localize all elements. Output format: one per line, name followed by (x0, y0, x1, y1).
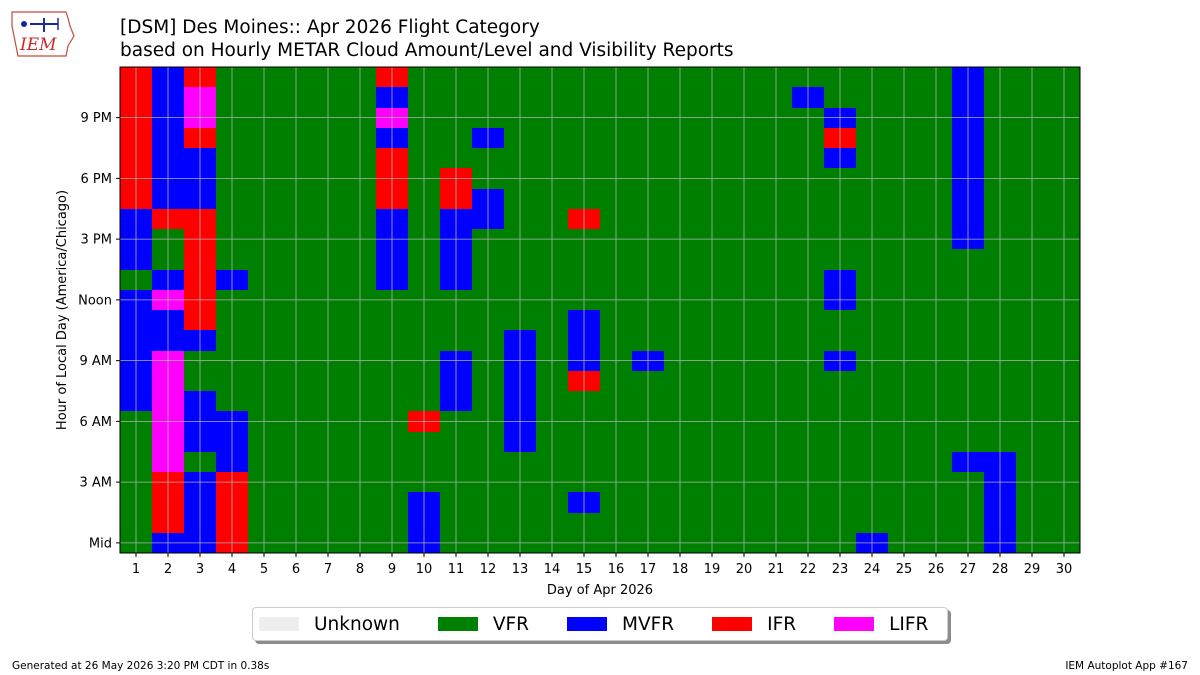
x-tick-label: 14 (544, 562, 561, 577)
x-tick-label: 2 (164, 562, 172, 577)
legend-item-unknown: Unknown (259, 614, 400, 635)
x-tick-label: 24 (864, 562, 881, 577)
legend-label-vfr: VFR (492, 613, 530, 635)
y-tick-label: 3 PM (81, 233, 112, 248)
x-tick-label: 3 (196, 562, 204, 577)
x-tick-label: 9 (388, 562, 396, 577)
x-tick-label: 6 (292, 562, 300, 577)
logo-text: IEM (19, 35, 57, 55)
y-tick-label: Noon (78, 293, 112, 308)
x-axis-label: Day of Apr 2026 (547, 583, 653, 598)
legend: Unknown VFR MVFR IFR LIFR (252, 607, 948, 641)
x-tick-label: 5 (260, 562, 268, 577)
legend-swatch-vfr (437, 617, 478, 631)
x-tick-label: 4 (228, 562, 236, 577)
x-tick-label: 17 (640, 562, 657, 577)
chart-title: [DSM] Des Moines:: Apr 2026 Flight Categ… (120, 17, 540, 38)
chart-subtitle: based on Hourly METAR Cloud Amount/Level… (120, 40, 734, 61)
legend-item-mvfr: MVFR (567, 614, 674, 635)
x-tick-label: 28 (992, 562, 1009, 577)
legend-swatch-unknown (259, 617, 299, 631)
x-tick-label: 7 (324, 562, 332, 577)
x-tick-label: 21 (768, 562, 785, 577)
x-tick-label: 22 (800, 562, 817, 577)
x-tick-label: 19 (704, 562, 721, 577)
x-tick-label: 15 (576, 562, 593, 577)
iem-logo: IEM (11, 11, 75, 57)
y-tick-label: 6 AM (79, 415, 112, 430)
x-tick-label: 18 (672, 562, 689, 577)
y-tick-label: 6 PM (81, 172, 112, 187)
legend-swatch-lifr (834, 617, 875, 631)
x-tick-label: 25 (896, 562, 913, 577)
legend-item-ifr: IFR (712, 614, 796, 635)
legend-label-ifr: IFR (767, 613, 797, 635)
x-tick-label: 29 (1024, 562, 1041, 577)
y-tick-label: 9 AM (79, 354, 112, 369)
x-tick-label: 10 (416, 562, 433, 577)
legend-swatch-ifr (712, 617, 753, 631)
x-tick-label: 12 (480, 562, 497, 577)
legend-swatch-mvfr (567, 617, 608, 631)
x-tick-label: 1 (132, 562, 140, 577)
legend-item-vfr: VFR (437, 613, 530, 635)
x-tick-label: 26 (928, 562, 945, 577)
x-tick-label: 13 (512, 562, 529, 577)
legend-label-lifr: LIFR (889, 613, 929, 635)
y-axis-label: Hour of Local Day (America/Chicago) (55, 190, 70, 430)
legend-label-mvfr: MVFR (622, 613, 675, 635)
x-tick-label: 11 (448, 562, 465, 577)
plot-frame (119, 66, 1081, 554)
y-tick-label: 9 PM (81, 111, 112, 126)
x-tick-label: 8 (356, 562, 364, 577)
x-tick-label: 20 (736, 562, 753, 577)
x-tick-label: 16 (608, 562, 625, 577)
x-tick-label: 30 (1056, 562, 1073, 577)
x-tick-label: 27 (960, 562, 977, 577)
legend-item-lifr: LIFR (834, 614, 928, 635)
y-tick-label: Mid (89, 536, 112, 551)
x-tick-label: 23 (832, 562, 849, 577)
app-id: IEM Autoplot App #167 (1065, 660, 1188, 672)
generated-timestamp: Generated at 26 May 2026 3:20 PM CDT in … (12, 660, 270, 672)
legend-label-unknown: Unknown (314, 613, 400, 635)
y-tick-label: 3 AM (79, 476, 112, 491)
